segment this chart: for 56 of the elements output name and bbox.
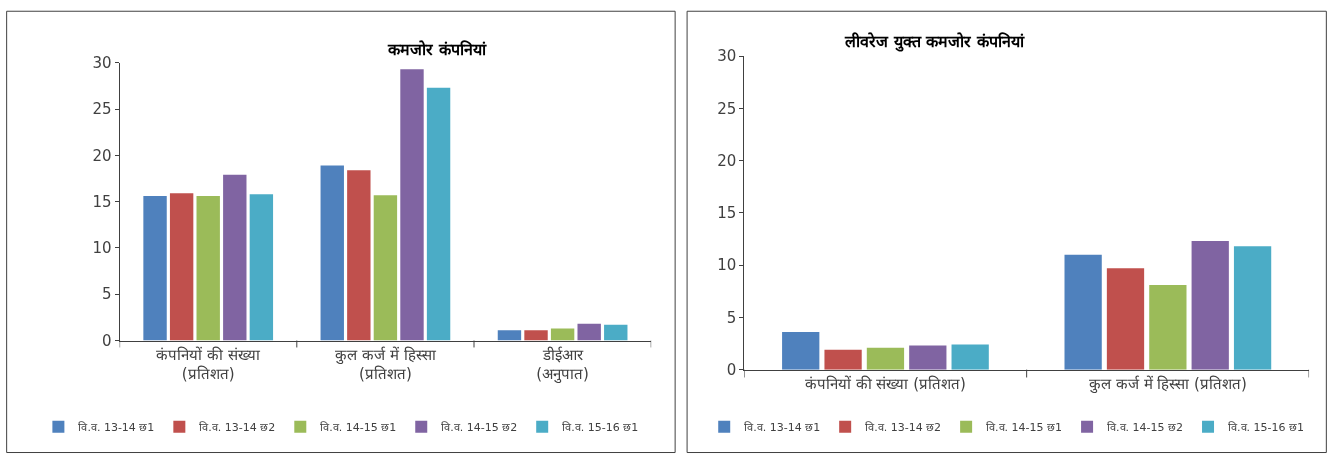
- y-tick-label: 5: [102, 285, 112, 304]
- x-tick-label: कुल कर्ज में हिस्सा (प्रतिशत): [335, 345, 437, 384]
- bar: [824, 349, 862, 370]
- x-tick-label: कुल कर्ज में हिस्सा (प्रतिशत): [1088, 374, 1247, 394]
- bar: [1149, 284, 1187, 370]
- bar: [866, 347, 905, 370]
- legend-label: वि.व. 15-16 छ1: [1228, 421, 1304, 435]
- y-tick-label: 5: [726, 308, 737, 327]
- bar: [373, 195, 398, 341]
- legend-label: वि.व. 13-14 छ2: [199, 421, 276, 435]
- y-tick-label: 15: [92, 192, 112, 211]
- y-tick-label: 0: [726, 360, 737, 379]
- legend-label: वि.व. 15-16 छ1: [562, 421, 639, 435]
- y-tick-label: 30: [717, 47, 737, 66]
- bar: [1106, 268, 1145, 370]
- legend-label: वि.व. 14-15 छ2: [441, 421, 518, 435]
- bar: [347, 170, 371, 341]
- y-tick-label: 0: [102, 331, 112, 350]
- bar: [1064, 254, 1102, 370]
- y-tick-label: 20: [717, 151, 737, 170]
- legend-label: वि.व. 14-15 छ1: [320, 421, 397, 435]
- y-tick-label: 30: [92, 54, 112, 73]
- bar: [550, 328, 575, 341]
- y-tick-label: 15: [717, 204, 737, 223]
- bar: [497, 330, 522, 341]
- bar: [1233, 246, 1272, 370]
- bar: [524, 330, 548, 341]
- legend-label: वि.व. 13-14 छ1: [744, 421, 821, 435]
- y-tick-label: 10: [92, 239, 112, 258]
- bar: [782, 332, 820, 370]
- bar: [577, 323, 601, 341]
- legend-label: वि.व. 13-14 छ1: [78, 421, 155, 435]
- legend-label: वि.व. 13-14 छ2: [865, 421, 942, 435]
- bar: [196, 196, 220, 341]
- y-tick-label: 10: [717, 256, 737, 275]
- bar: [909, 345, 947, 370]
- y-tick-label: 20: [92, 146, 112, 165]
- x-tick-label: डीईआर (अनुपात): [536, 345, 589, 385]
- bar: [604, 324, 628, 341]
- bar: [249, 194, 274, 341]
- y-tick-label: 25: [717, 99, 737, 118]
- x-tick-label: कंपनियों की संख्या (प्रतिशत): [156, 345, 261, 384]
- legend-label: वि.व. 14-15 छ2: [1107, 421, 1184, 435]
- legend-label: वि.व. 14-15 छ1: [986, 421, 1063, 435]
- bar: [1191, 241, 1229, 370]
- y-tick-label: 25: [92, 100, 112, 119]
- bar: [223, 174, 247, 341]
- bar: [143, 196, 167, 341]
- bar: [951, 344, 989, 370]
- x-tick-label: कंपनियों की संख्या (प्रतिशत): [804, 374, 966, 393]
- chart-title: कमजोर कंपनियां: [387, 40, 487, 59]
- chart-title: लीवरेज युक्त कमजोर कंपनियां: [844, 32, 1025, 52]
- bar: [320, 165, 344, 341]
- bar: [400, 69, 424, 341]
- bar: [169, 193, 194, 341]
- bar: [426, 87, 451, 341]
